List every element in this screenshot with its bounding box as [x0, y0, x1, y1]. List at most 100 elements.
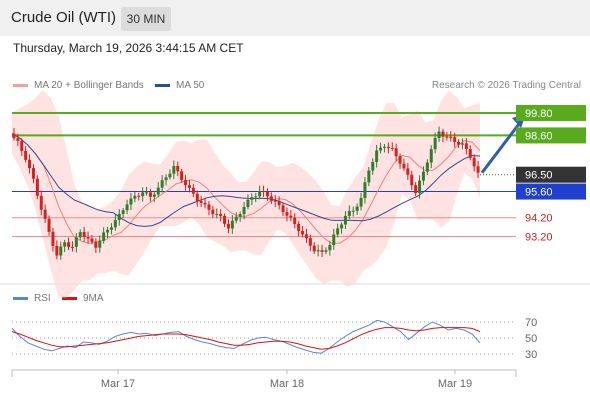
candle-body [203, 202, 207, 205]
candle [386, 142, 390, 154]
candle-body [24, 150, 28, 160]
candle [63, 239, 67, 253]
candle [308, 234, 312, 252]
candle [410, 170, 414, 191]
candle [457, 139, 461, 148]
candle-body [273, 200, 277, 202]
candle-body [156, 187, 160, 195]
candle-body [343, 215, 347, 225]
x-tick-label: Mar 17 [101, 378, 135, 390]
candle [86, 231, 90, 244]
candle [418, 175, 422, 199]
candle-body [180, 171, 184, 181]
candle [82, 226, 86, 243]
candle [51, 227, 55, 252]
candle-body [457, 141, 461, 145]
candle-body [78, 232, 82, 238]
candle [394, 143, 398, 162]
legend-rsi-label: RSI [34, 293, 51, 304]
timeframe-button[interactable]: 30 MIN [121, 7, 171, 31]
candle-body [347, 210, 351, 216]
level-tag-label: 95.60 [525, 187, 553, 199]
candle-body [184, 180, 188, 186]
candle [324, 247, 328, 255]
candle-body [301, 231, 305, 235]
candle [453, 132, 457, 148]
candle [145, 186, 149, 196]
level-tag-bg [516, 183, 586, 200]
candle [468, 145, 472, 161]
candle-body [390, 147, 394, 149]
candle-body [39, 195, 43, 210]
candle-body [398, 156, 402, 164]
candle [242, 201, 246, 220]
candle-body [12, 133, 16, 139]
level-tag-label: 96.50 [525, 170, 553, 182]
candle-body [82, 232, 86, 238]
candle [379, 142, 383, 154]
candle [390, 142, 394, 151]
candle [168, 169, 172, 180]
candle-body [289, 215, 293, 218]
candle-body [102, 232, 106, 241]
candle-body [215, 214, 219, 216]
candle [90, 234, 94, 245]
candle-body [168, 173, 172, 178]
candle [160, 175, 164, 193]
candle [223, 213, 227, 227]
candle [184, 175, 188, 191]
candle-body [98, 240, 102, 248]
candle-body [281, 205, 285, 213]
candle-body [285, 212, 289, 216]
candle [20, 138, 24, 156]
candle-body [129, 198, 133, 205]
candle-body [262, 190, 266, 192]
candle-body [402, 163, 406, 169]
candle-body [242, 206, 246, 215]
candle [254, 193, 258, 203]
candle [230, 215, 234, 234]
candle [371, 158, 375, 175]
candle-body [35, 178, 39, 196]
candle [476, 160, 480, 178]
rsi-tick-30: 30 [525, 349, 537, 361]
candle-body [453, 137, 457, 142]
candle [250, 193, 254, 206]
candle-body [145, 192, 149, 194]
candle [156, 182, 160, 198]
candle-body [238, 214, 242, 217]
candle [238, 211, 242, 222]
level-tag-95-60: 95.60 [516, 183, 586, 200]
candle-body [437, 131, 441, 139]
candle-body [414, 185, 418, 194]
level-tag-99-80: 99.80 [516, 104, 586, 121]
candle [12, 127, 16, 141]
candle-body [355, 206, 359, 211]
candle-body [16, 138, 20, 141]
candle [199, 195, 203, 208]
candle [24, 145, 28, 163]
level-tag-93-20: 93.20 [525, 231, 553, 243]
candle [43, 204, 47, 223]
level-tag-94-20: 94.20 [525, 213, 553, 225]
candle-body [191, 187, 195, 194]
level-tag-bg [516, 166, 586, 183]
candle [265, 188, 269, 201]
candle [98, 235, 102, 253]
candle [464, 137, 468, 155]
candle-body [47, 218, 51, 232]
candle [207, 201, 211, 216]
candle [332, 228, 336, 250]
candle-body [90, 238, 94, 242]
candle-body [230, 220, 234, 229]
candle-body [113, 220, 117, 228]
candle [301, 225, 305, 238]
candle [355, 203, 359, 215]
rsi-ma9-line [11, 327, 481, 350]
candle-body [363, 182, 367, 199]
candle [74, 233, 78, 253]
candle [148, 188, 152, 202]
candle [28, 154, 32, 174]
candle [406, 162, 410, 181]
